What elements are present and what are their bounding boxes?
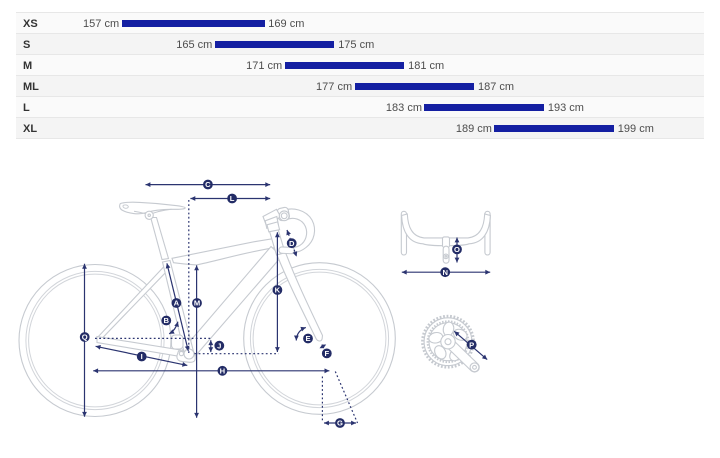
svg-text:M: M <box>194 299 200 308</box>
svg-text:C: C <box>205 180 211 189</box>
svg-text:H: H <box>220 367 225 376</box>
svg-text:O: O <box>454 245 460 254</box>
svg-text:I: I <box>141 352 143 361</box>
svg-text:G: G <box>337 419 343 428</box>
svg-text:A: A <box>174 299 180 308</box>
svg-text:N: N <box>442 268 447 277</box>
svg-text:E: E <box>305 334 310 343</box>
svg-text:D: D <box>289 239 295 248</box>
svg-text:F: F <box>324 349 329 358</box>
svg-text:J: J <box>217 341 221 350</box>
svg-text:B: B <box>164 316 170 325</box>
svg-text:Q: Q <box>82 333 88 342</box>
svg-text:L: L <box>230 194 235 203</box>
svg-text:P: P <box>469 340 474 349</box>
svg-text:K: K <box>275 286 281 295</box>
